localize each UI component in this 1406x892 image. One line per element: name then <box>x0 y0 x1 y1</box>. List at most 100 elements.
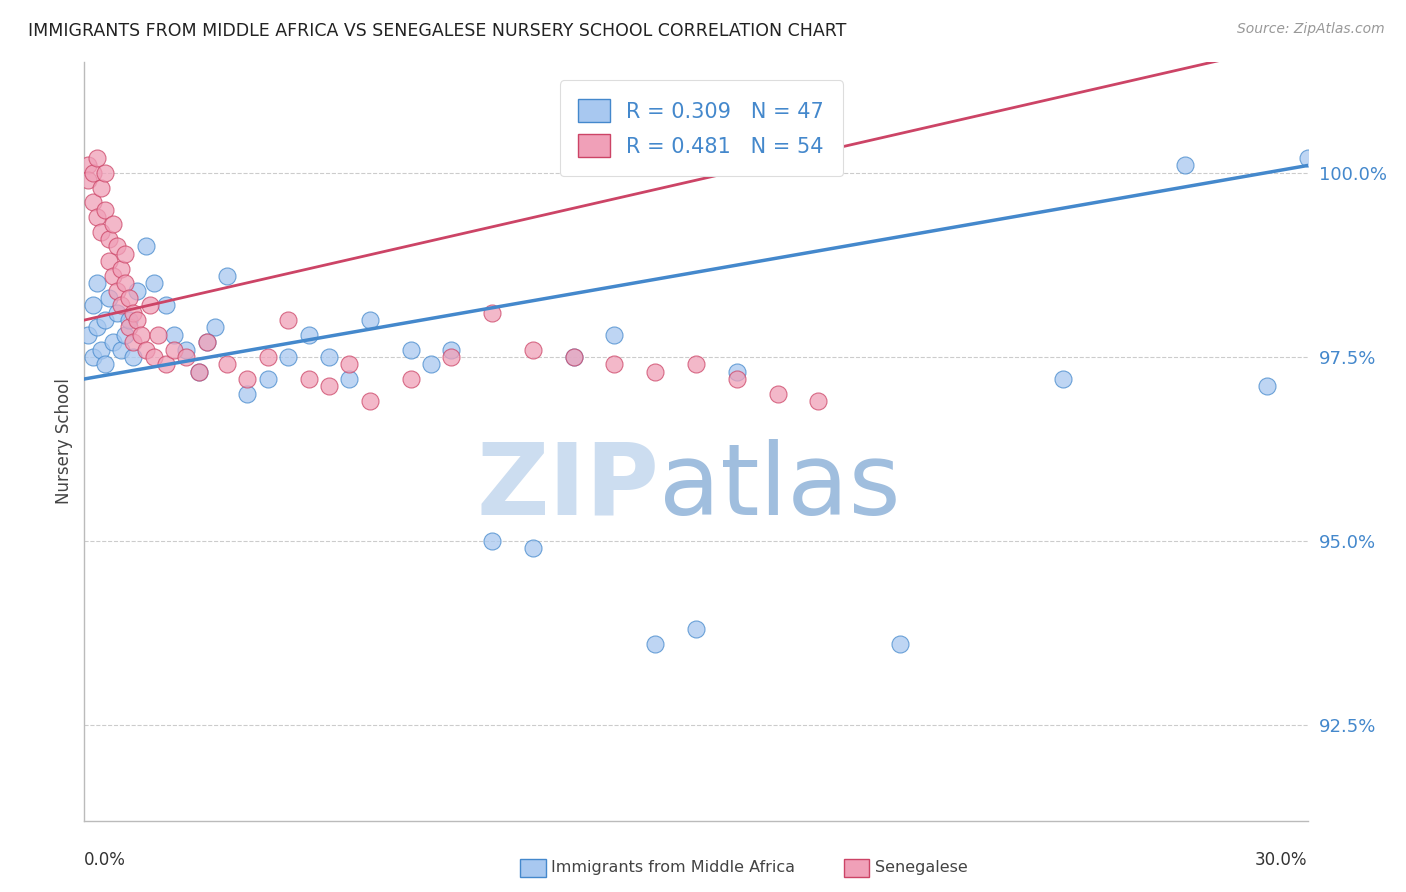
Point <box>97 232 120 246</box>
Point <box>93 166 115 180</box>
Point <box>163 327 186 342</box>
Point <box>603 357 626 371</box>
Point <box>86 277 108 291</box>
Text: Senegalese: Senegalese <box>875 861 967 875</box>
Point <box>90 225 112 239</box>
Point <box>359 313 381 327</box>
Point <box>685 622 707 636</box>
Point <box>725 372 748 386</box>
Point <box>77 327 100 342</box>
Point <box>685 357 707 371</box>
Point <box>114 327 136 342</box>
Point <box>298 327 321 342</box>
Point <box>90 180 112 194</box>
Point <box>82 195 104 210</box>
Point <box>93 313 115 327</box>
Point <box>318 379 340 393</box>
Point <box>339 372 361 386</box>
Point <box>101 335 124 350</box>
Text: Source: ZipAtlas.com: Source: ZipAtlas.com <box>1237 22 1385 37</box>
Point <box>204 320 226 334</box>
Point <box>644 637 666 651</box>
Point <box>105 306 128 320</box>
Point <box>122 335 145 350</box>
Point <box>118 320 141 334</box>
Point <box>110 298 132 312</box>
Legend: R = 0.309   N = 47, R = 0.481   N = 54: R = 0.309 N = 47, R = 0.481 N = 54 <box>560 80 842 176</box>
Point <box>155 298 177 312</box>
Point <box>1256 379 1278 393</box>
Point <box>114 247 136 261</box>
Point <box>131 327 153 342</box>
Point <box>114 277 136 291</box>
Text: atlas: atlas <box>659 439 901 535</box>
Point <box>77 173 100 187</box>
Point <box>135 239 157 253</box>
Point <box>105 239 128 253</box>
Point <box>142 350 165 364</box>
Point <box>522 541 544 556</box>
Point <box>277 350 299 364</box>
Point <box>105 284 128 298</box>
Point <box>644 365 666 379</box>
Point <box>127 313 149 327</box>
Point <box>298 372 321 386</box>
Point <box>257 350 280 364</box>
Point <box>217 357 239 371</box>
Point <box>101 218 124 232</box>
Point <box>97 291 120 305</box>
Point <box>97 254 120 268</box>
Point <box>110 343 132 357</box>
Point <box>118 291 141 305</box>
Point <box>1174 159 1197 173</box>
Point <box>481 533 503 548</box>
Point <box>174 350 197 364</box>
Point <box>257 372 280 386</box>
Point <box>481 306 503 320</box>
Point <box>174 343 197 357</box>
Point <box>562 350 585 364</box>
Point <box>127 284 149 298</box>
Point <box>155 357 177 371</box>
Point <box>142 277 165 291</box>
Point <box>138 298 160 312</box>
Point <box>889 637 911 651</box>
Point <box>399 372 422 386</box>
Point <box>766 386 789 401</box>
Point <box>195 335 218 350</box>
Point <box>440 343 463 357</box>
Point <box>807 394 830 409</box>
Point <box>90 343 112 357</box>
Point <box>82 298 104 312</box>
Point <box>101 268 124 283</box>
Point <box>86 210 108 224</box>
Point <box>86 320 108 334</box>
Point <box>93 202 115 217</box>
Point <box>277 313 299 327</box>
Point <box>603 327 626 342</box>
Point <box>217 268 239 283</box>
Point <box>399 343 422 357</box>
Point <box>110 261 132 276</box>
Point <box>318 350 340 364</box>
Point <box>187 365 209 379</box>
Point <box>135 343 157 357</box>
Point <box>122 350 145 364</box>
Point <box>440 350 463 364</box>
Point <box>82 166 104 180</box>
Text: ZIP: ZIP <box>477 439 659 535</box>
Point <box>359 394 381 409</box>
Point <box>195 335 218 350</box>
Point <box>725 365 748 379</box>
Point <box>118 313 141 327</box>
Point <box>146 327 169 342</box>
Point <box>236 372 259 386</box>
Point <box>93 357 115 371</box>
Point <box>187 365 209 379</box>
Text: Immigrants from Middle Africa: Immigrants from Middle Africa <box>551 861 796 875</box>
Point <box>1052 372 1074 386</box>
Point <box>420 357 443 371</box>
Point <box>82 350 104 364</box>
Point <box>77 159 100 173</box>
Point <box>339 357 361 371</box>
